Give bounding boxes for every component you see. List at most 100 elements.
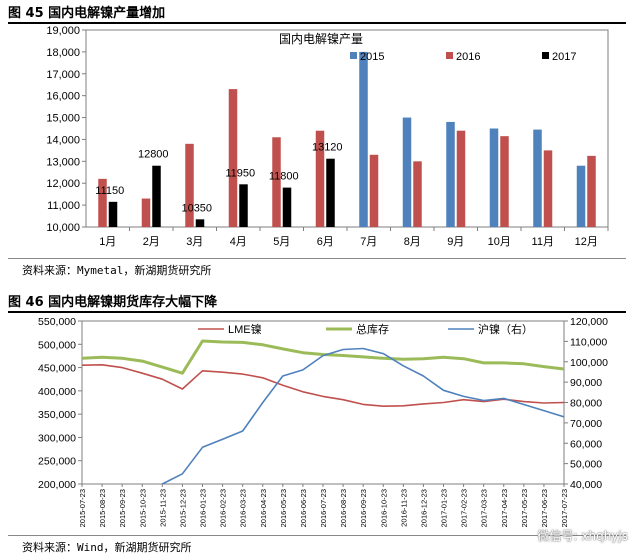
x-tick-label: 2017-01-23 (440, 489, 449, 527)
legend-label-2017: 2017 (552, 51, 576, 63)
x-tick-label: 11月 (532, 236, 554, 248)
series-line-沪镍（右） (160, 347, 564, 484)
x-tick-label: 2016-06-23 (299, 489, 308, 527)
bar-2017 (152, 165, 161, 227)
bar-2015 (533, 129, 542, 227)
x-tick-label: 2016-03-23 (239, 489, 248, 527)
x-tick-label: 2017-03-23 (480, 489, 489, 527)
data-label: 11150 (95, 185, 124, 197)
x-tick-label: 3月 (186, 236, 203, 248)
x-tick-label: 2016-04-23 (259, 489, 268, 527)
data-label: 13120 (312, 142, 343, 154)
data-label: 12800 (138, 149, 169, 161)
x-tick-label: 8月 (404, 236, 421, 248)
x-tick-label: 2015-08-23 (98, 489, 107, 527)
x-tick-label: 2016-12-23 (419, 489, 428, 527)
figure-46-source: 资料来源：Wind，新湖期货研究所 (22, 541, 192, 554)
figure-45-source: 资料来源：Mymetal，新湖期货研究所 (22, 264, 212, 277)
bar-2016 (98, 178, 107, 227)
y-tick-label: 11,000 (47, 200, 80, 212)
bar-2017 (326, 158, 335, 227)
x-tick-label: 2015-07-23 (78, 489, 87, 527)
data-label: 11950 (225, 167, 255, 179)
x-tick-label: 2016-01-23 (199, 489, 208, 527)
source-rule-1 (8, 258, 626, 259)
x-tick-label: 7月 (360, 236, 377, 248)
data-label: 10350 (181, 202, 212, 214)
x-tick-label: 10月 (488, 236, 511, 248)
bar-2017 (108, 201, 118, 227)
x-tick-label: 2017-02-23 (460, 489, 469, 527)
x-tick-label: 2016-10-23 (379, 489, 388, 527)
x-tick-label: 2015-09-23 (118, 489, 127, 527)
y-left-tick-label: 250,000 (38, 456, 76, 468)
bar-2016 (369, 154, 379, 227)
bar-2016 (141, 198, 151, 227)
x-tick-label: 2017-07-23 (560, 489, 569, 527)
y-tick-label: 17,000 (46, 69, 80, 81)
y-left-tick-label: 350,000 (38, 409, 76, 421)
x-tick-label: 2015-10-23 (138, 489, 147, 527)
y-right-tick-label: 70,000 (570, 418, 602, 430)
title-rule-top (8, 22, 626, 24)
data-label: 11800 (269, 171, 299, 183)
y-left-tick-label: 300,000 (38, 432, 76, 444)
x-tick-label: 2016-02-23 (219, 489, 228, 527)
bar-2015 (446, 121, 455, 227)
bar-2016 (272, 137, 281, 227)
bar-2016 (456, 130, 466, 227)
series-line-LME镍 (82, 363, 564, 407)
bar-2015 (489, 128, 499, 227)
y-right-tick-label: 110,000 (570, 336, 607, 348)
legend-label-2015: 2015 (360, 51, 384, 63)
y-tick-label: 10,000 (46, 222, 80, 234)
y-left-tick-label: 500,000 (38, 339, 76, 351)
legend-label-2016: 2016 (456, 51, 480, 63)
y-tick-label: 14,000 (46, 134, 80, 146)
y-right-tick-label: 50,000 (570, 459, 602, 471)
y-left-tick-label: 200,000 (38, 479, 76, 491)
bar-2016 (500, 136, 509, 227)
legend-label-总库存: 总库存 (356, 322, 389, 336)
legend-swatch-2015 (350, 52, 357, 59)
x-tick-label: 9月 (447, 236, 464, 248)
x-tick-label: 2016-08-23 (339, 489, 348, 527)
x-tick-label: 2015-11-23 (158, 489, 167, 527)
bar-2016 (228, 89, 238, 227)
plot-area-frame (81, 320, 565, 485)
bar-2017 (239, 184, 248, 227)
y-right-tick-label: 80,000 (570, 398, 602, 410)
x-tick-label: 2016-11-23 (399, 489, 408, 527)
x-tick-label: 6月 (317, 236, 334, 248)
y-right-tick-label: 40,000 (570, 479, 602, 491)
y-tick-label: 13,000 (46, 156, 80, 168)
wechat-watermark: 微信号: xhqhyjs (537, 529, 628, 543)
x-tick-label: 2017-06-23 (540, 489, 549, 527)
figure-45-title: 图 45 国内电解镍产量增加 (8, 6, 166, 21)
y-right-tick-label: 60,000 (570, 438, 602, 450)
y-right-tick-label: 90,000 (570, 377, 602, 389)
bar-2016 (185, 143, 194, 227)
x-tick-label: 1月 (99, 236, 116, 248)
series-line-总库存 (82, 339, 564, 375)
y-right-tick-label: 100,000 (570, 357, 608, 369)
y-tick-label: 16,000 (46, 91, 80, 103)
chart-title: 国内电解镍产量 (279, 32, 363, 46)
x-tick-label: 2016-07-23 (319, 489, 328, 527)
y-tick-label: 19,000 (46, 25, 80, 37)
bar-2016 (413, 161, 422, 227)
y-tick-label: 12,000 (46, 178, 80, 190)
y-tick-label: 15,000 (46, 113, 80, 125)
bar-2017 (195, 219, 205, 227)
x-tick-label: 2017-04-23 (500, 489, 509, 527)
x-tick-label: 2016-05-23 (279, 489, 288, 527)
figure-46-title: 图 46 国内电解镍期货库存大幅下降 (8, 295, 218, 310)
title-rule-middle (8, 311, 626, 313)
y-left-tick-label: 400,000 (38, 386, 76, 398)
x-tick-label: 2月 (143, 236, 160, 248)
y-tick-label: 18,000 (46, 47, 80, 59)
legend-label-LME镍: LME镍 (228, 322, 262, 336)
production-bar-chart: 国内电解镍产量 10,000 11,000 12,000 13,000 14,000 15,… (46, 25, 609, 248)
bar-2015 (359, 51, 368, 228)
bar-2015 (402, 117, 412, 227)
